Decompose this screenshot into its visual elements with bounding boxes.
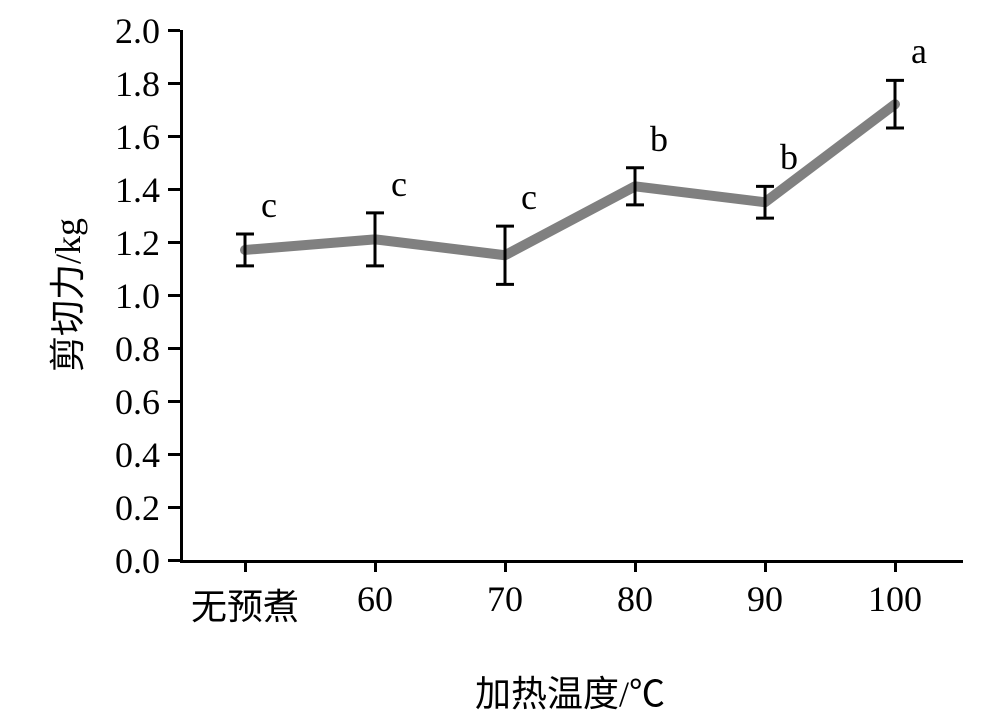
y-tick-label: 2.0 (115, 10, 160, 52)
significance-label: c (391, 163, 407, 205)
y-tick (168, 241, 180, 244)
y-tick (168, 294, 180, 297)
x-tick-label: 60 (357, 578, 393, 620)
x-tick (894, 560, 897, 572)
y-tick-label: 1.4 (115, 169, 160, 211)
y-tick (168, 453, 180, 456)
y-tick (168, 559, 180, 562)
x-tick-label: 70 (487, 578, 523, 620)
y-tick-label: 0.0 (115, 540, 160, 582)
shear-force-chart: 剪切力/kg 加热温度/℃ 0.0 0.2 0.4 0.6 0.8 1.0 1.2 1.4 1.… (0, 0, 1000, 722)
x-tick-label: 无预煮 (191, 578, 299, 630)
x-axis-label: 加热温度/℃ (475, 665, 665, 717)
y-tick (168, 29, 180, 32)
y-tick (168, 506, 180, 509)
y-tick (168, 188, 180, 191)
x-tick-label: 100 (868, 578, 922, 620)
y-tick-label: 0.4 (115, 434, 160, 476)
significance-label: c (521, 176, 537, 218)
x-tick (374, 560, 377, 572)
x-tick (244, 560, 247, 572)
y-tick (168, 347, 180, 350)
y-tick-label: 1.6 (115, 116, 160, 158)
y-axis-label: 剪切力/kg (39, 218, 91, 372)
y-tick-label: 0.6 (115, 381, 160, 423)
y-tick (168, 135, 180, 138)
x-tick (634, 560, 637, 572)
y-tick-label: 1.2 (115, 222, 160, 264)
y-tick-label: 1.0 (115, 275, 160, 317)
significance-label: c (261, 184, 277, 226)
x-tick (764, 560, 767, 572)
significance-label: a (911, 30, 927, 72)
y-tick-label: 0.2 (115, 487, 160, 529)
x-tick-label: 90 (747, 578, 783, 620)
series-line (245, 104, 895, 255)
significance-label: b (780, 136, 798, 178)
y-tick (168, 82, 180, 85)
significance-label: b (650, 118, 668, 160)
y-tick-label: 1.8 (115, 63, 160, 105)
y-tick (168, 400, 180, 403)
y-tick-label: 0.8 (115, 328, 160, 370)
x-tick (504, 560, 507, 572)
x-tick-label: 80 (617, 578, 653, 620)
